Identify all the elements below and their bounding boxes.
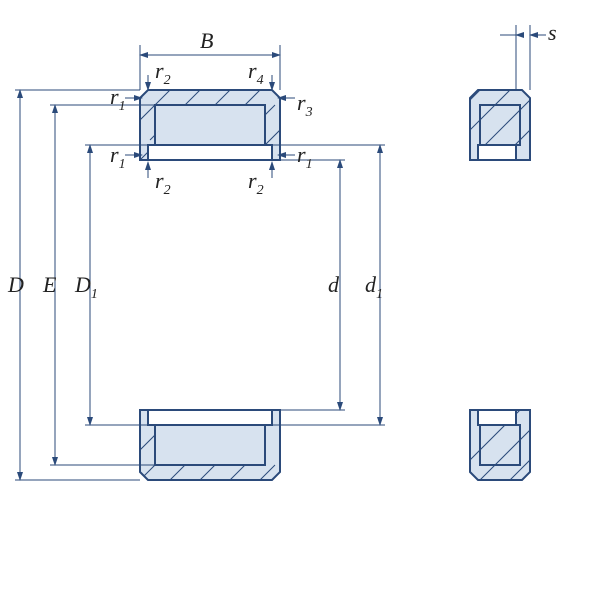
label-d: d (328, 272, 340, 297)
label-D1: D1 (74, 272, 98, 302)
roller-bottom (155, 425, 265, 465)
roller-top (155, 105, 265, 145)
label-D: D (7, 272, 24, 297)
label-r2-tl: r2 (155, 58, 171, 88)
left-section (105, 30, 305, 575)
label-E: E (42, 272, 57, 297)
label-r1-tl: r1 (110, 84, 126, 114)
label-r1-bl: r1 (110, 142, 126, 172)
right-section (455, 35, 595, 535)
label-B: B (200, 28, 213, 53)
label-r2-br: r2 (248, 168, 264, 198)
label-r2-bl: r2 (155, 168, 171, 198)
bearing-diagram: B s D E D1 d d1 r1 (0, 0, 600, 600)
right-roller-bottom (480, 425, 520, 465)
right-roller-top (480, 105, 520, 145)
label-r4: r4 (248, 58, 264, 88)
label-r3: r3 (297, 90, 313, 120)
label-r1-br: r1 (297, 142, 313, 172)
label-s: s (548, 20, 557, 45)
